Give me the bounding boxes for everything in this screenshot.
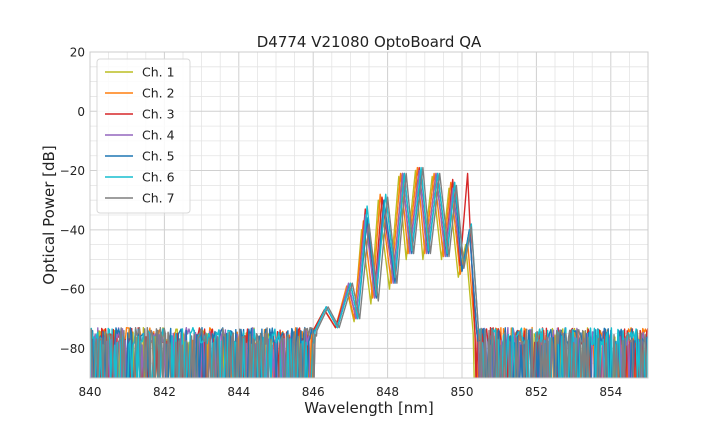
legend-label: Ch. 1 (142, 65, 175, 80)
x-tick-label: 842 (153, 385, 176, 399)
y-tick-label: −60 (60, 283, 85, 297)
legend-label: Ch. 5 (142, 149, 175, 164)
series-line-ch-7 (90, 166, 648, 378)
x-tick-label: 850 (451, 385, 474, 399)
legend-label: Ch. 6 (142, 170, 175, 185)
x-axis-label: Wavelength [nm] (304, 399, 434, 417)
legend: Ch. 1 Ch. 2 Ch. 3 Ch. 4 Ch. 5 Ch. 6 Ch. 7 (96, 58, 191, 214)
x-tick-label: 852 (525, 385, 548, 399)
legend-frame (96, 58, 191, 214)
y-tick-labels: −80 −60 −40 −20 0 20 (60, 46, 85, 356)
y-tick-label: 20 (70, 46, 85, 60)
y-tick-label: −40 (60, 223, 85, 237)
series-lines (90, 166, 648, 378)
y-tick-label: −80 (60, 342, 85, 356)
legend-label: Ch. 7 (142, 191, 175, 206)
x-tick-label: 848 (376, 385, 399, 399)
y-tick-label: −20 (60, 164, 85, 178)
x-tick-labels: 840 842 844 846 848 850 852 854 (79, 385, 623, 399)
legend-label: Ch. 4 (142, 128, 175, 143)
legend-label: Ch. 3 (142, 107, 175, 122)
x-tick-label: 840 (79, 385, 102, 399)
plot-frame (89, 51, 649, 379)
x-tick-label: 844 (227, 385, 250, 399)
y-tick-label: 0 (77, 105, 85, 119)
x-tick-label: 846 (302, 385, 325, 399)
y-axis-label: Optical Power [dB] (40, 145, 58, 284)
legend-label: Ch. 2 (142, 86, 175, 101)
chart-title: D4774 V21080 OptoBoard QA (257, 33, 482, 51)
x-tick-label: 854 (599, 385, 622, 399)
